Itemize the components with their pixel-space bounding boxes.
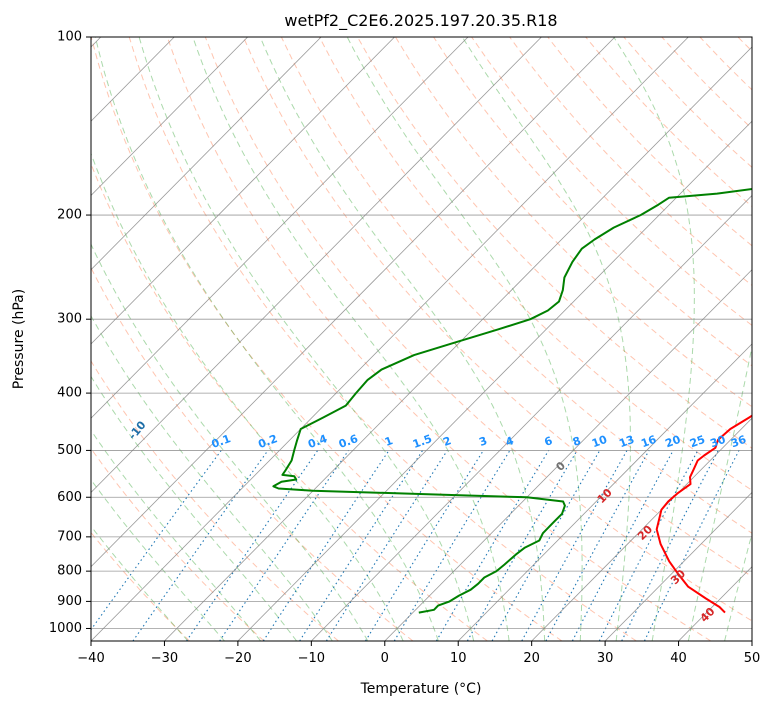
moist-adiabat-line (346, 37, 583, 641)
dry-adiabat-line (471, 37, 752, 326)
mixing-ratio-line (545, 450, 650, 641)
x-tick-label: −40 (77, 651, 104, 666)
moist-adiabat-line (91, 478, 225, 641)
isotherm-line (91, 37, 689, 641)
mixing-ratio-label: 36 (729, 433, 748, 451)
mixing-ratio-label: 6 (543, 434, 555, 449)
mixing-ratio-label: 1 (383, 434, 395, 449)
moist-adiabat-line (91, 525, 189, 641)
moist-adiabat-line (613, 37, 695, 641)
isotherm-line (237, 120, 752, 641)
isotherm-line (457, 343, 752, 641)
isotherm-line (91, 37, 395, 345)
isotherm-line (91, 37, 322, 271)
dry-adiabat-line (166, 37, 712, 641)
axis-ticks: −40 −30 −20 −10 0 10 20 30 40 5010020030040050060… (49, 30, 760, 667)
mixing-ratio-label: 16 (639, 433, 658, 451)
y-tick-label: 100 (57, 30, 82, 45)
mixing-ratio-line (262, 450, 390, 641)
moist-adiabat-line (138, 37, 475, 641)
y-tick-label: 1000 (49, 621, 82, 636)
x-tick-label: 40 (670, 651, 687, 666)
isotherm-line (531, 417, 752, 641)
dry-adiabat-line (91, 447, 265, 641)
moist-adiabat-line (687, 344, 752, 641)
moist-adiabats (91, 37, 752, 641)
mixing-ratio-label: 0.1 (210, 432, 233, 451)
mixing-ratio-label: 1.5 (411, 432, 434, 451)
isotherm-line (91, 37, 542, 494)
dry-adiabat-line (204, 37, 752, 622)
x-tick-label: −20 (224, 651, 251, 666)
isotherm-line (384, 269, 752, 641)
plot-area: -100-90-80-70-60-50-40-30-20-100.10.20.4… (91, 37, 752, 641)
dry-adiabat-line (318, 37, 752, 491)
mixing-ratio-label: 0.6 (337, 432, 360, 451)
y-tick-label: 700 (57, 529, 82, 544)
mixing-ratio-line (299, 450, 424, 641)
isotherm-line (91, 37, 469, 419)
profile-series (272, 187, 752, 614)
mixing-ratio-label: 30 (708, 433, 727, 451)
x-tick-label: −10 (298, 651, 325, 666)
isotherm-line (311, 194, 752, 641)
dry-adiabat-line (91, 266, 414, 641)
moist-adiabat-line (91, 314, 333, 641)
y-tick-label: 200 (57, 208, 82, 223)
y-tick-label: 300 (57, 312, 82, 327)
mixing-ratio-label: 0.4 (306, 432, 329, 451)
mixing-ratio-label: 2 (441, 434, 453, 449)
mixing-ratio-label: 25 (688, 433, 707, 450)
dry-adiabat-line (509, 37, 752, 286)
dry-adiabats (91, 37, 752, 641)
x-tick-label: −30 (151, 651, 178, 666)
mixing-ratio-label: 8 (571, 434, 583, 449)
isotherm-line (604, 491, 752, 641)
moist-adiabat-line (91, 152, 404, 641)
dry-adiabat-line (242, 37, 752, 578)
x-axis-label: Temperature (°C) (360, 681, 482, 697)
y-axis-label: Pressure (hPa) (11, 289, 27, 389)
moist-adiabat-line (259, 37, 546, 641)
mixing-ratio-line (219, 450, 349, 641)
y-tick-label: 500 (57, 443, 82, 458)
x-tick-label: 30 (597, 651, 614, 666)
moist-adiabat-line (94, 37, 439, 641)
y-tick-label: 800 (57, 564, 82, 579)
mixing-ratio-label: 4 (504, 434, 516, 449)
mixing-ratio-label: 13 (617, 433, 636, 450)
mixing-ratio-label: 3 (477, 434, 489, 449)
x-tick-label: 20 (523, 651, 540, 666)
pressure-gridlines (91, 37, 752, 629)
y-tick-label: 600 (57, 490, 82, 505)
plot-frame (90, 36, 753, 642)
y-tick-label: 900 (57, 594, 82, 609)
x-tick-label: 50 (744, 651, 761, 666)
mixing-ratio-line (186, 450, 319, 641)
mixing-ratio-label: 20 (663, 433, 682, 451)
moist-adiabat-line (724, 531, 752, 641)
temperature-line (655, 414, 752, 614)
y-tick-label: 400 (57, 386, 82, 401)
moist-adiabat-line (192, 37, 510, 641)
mixing-ratio-line (365, 450, 484, 641)
dry-adiabat-line (433, 37, 752, 367)
moist-adiabat-line (91, 429, 262, 641)
dry-adiabat-line (128, 37, 637, 641)
x-tick-label: 0 (381, 651, 389, 666)
moist-adiabat-line (91, 243, 369, 641)
moist-adiabat-line (91, 375, 298, 641)
dry-adiabat-line (280, 37, 752, 534)
mixing-ratio-label: 0.2 (256, 432, 279, 451)
mixing-ratio-line (325, 450, 448, 641)
isotherm-line (91, 37, 248, 197)
x-tick-label: 10 (450, 651, 467, 666)
mixing-ratio-line (435, 450, 550, 641)
mixing-ratio-label: 10 (590, 433, 609, 451)
dewpoint-line (272, 187, 752, 614)
isotherm-line (91, 37, 616, 568)
dry-adiabat-line (91, 37, 563, 641)
chart-title: wetPf2_C2E6.2025.197.20.35.R18 (284, 11, 557, 31)
